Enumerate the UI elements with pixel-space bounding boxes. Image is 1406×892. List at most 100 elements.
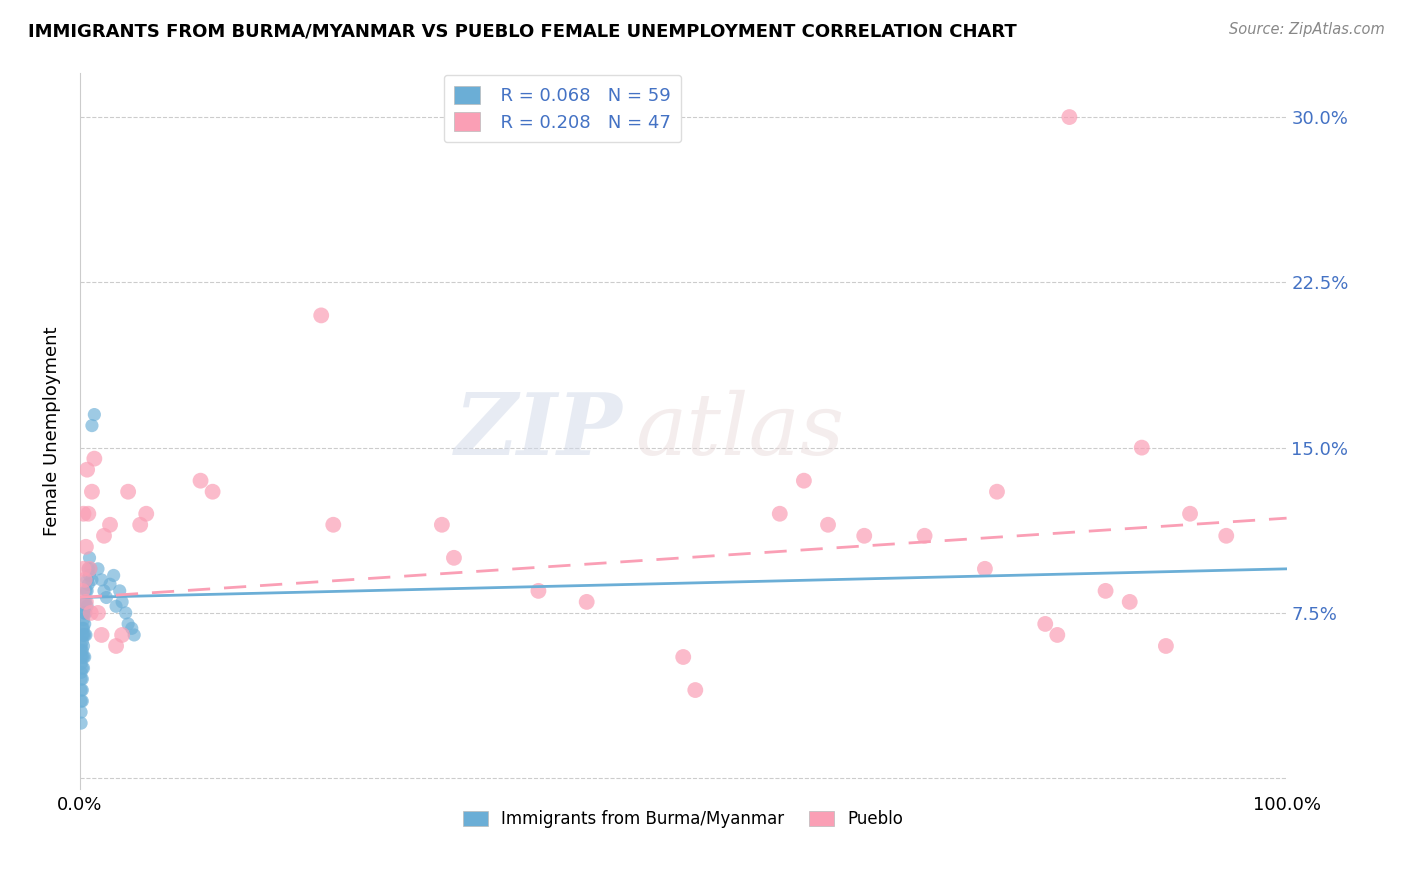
Point [105,639,128,653]
Point [1215,529,1237,543]
Point [914,529,936,543]
Point [70,657,93,671]
Point [72,613,94,627]
Point [685,683,707,698]
Point [72,621,94,635]
Point [72,661,94,675]
Point [76,573,98,587]
Text: ZIP: ZIP [456,389,623,473]
Point [75,606,97,620]
Point [793,474,815,488]
Point [83,451,105,466]
Text: atlas: atlas [636,390,844,473]
Point [70,705,93,719]
Point [70,650,93,665]
Point [1046,628,1069,642]
Point [72,606,94,620]
Point [75,540,97,554]
Point [72,694,94,708]
Point [76,599,98,614]
Point [443,550,465,565]
Point [769,507,792,521]
Point [986,484,1008,499]
Point [98,577,121,591]
Point [73,650,96,665]
Point [105,599,128,614]
Text: IMMIGRANTS FROM BURMA/MYANMAR VS PUEBLO FEMALE UNEMPLOYMENT CORRELATION CHART: IMMIGRANTS FROM BURMA/MYANMAR VS PUEBLO … [28,22,1017,40]
Point [73,628,96,642]
Point [70,716,93,731]
Point [80,484,103,499]
Point [70,694,93,708]
Point [72,650,94,665]
Point [121,621,143,635]
Point [1154,639,1177,653]
Point [135,507,157,521]
Point [79,550,101,565]
Point [72,683,94,698]
Point [72,643,94,657]
Point [1033,616,1056,631]
Point [77,577,100,591]
Legend: Immigrants from Burma/Myanmar, Pueblo: Immigrants from Burma/Myanmar, Pueblo [456,804,910,835]
Point [96,591,118,605]
Point [87,606,110,620]
Point [70,643,93,657]
Point [974,562,997,576]
Point [79,568,101,582]
Point [72,628,94,642]
Point [72,672,94,686]
Point [72,562,94,576]
Point [75,628,97,642]
Point [72,621,94,635]
Point [672,650,695,665]
Point [77,562,100,576]
Point [70,672,93,686]
Point [1130,441,1153,455]
Text: Source: ZipAtlas.com: Source: ZipAtlas.com [1229,22,1385,37]
Point [76,463,98,477]
Point [575,595,598,609]
Point [77,507,100,521]
Point [75,595,97,609]
Point [75,595,97,609]
Point [80,606,103,620]
Point [70,665,93,680]
Point [430,517,453,532]
Point [1118,595,1140,609]
Point [72,583,94,598]
Point [90,573,112,587]
Point [73,606,96,620]
Point [201,484,224,499]
Y-axis label: Female Unemployment: Female Unemployment [44,326,60,536]
Point [1059,110,1081,124]
Point [117,616,139,631]
Point [72,650,94,665]
Point [190,474,212,488]
Point [72,661,94,675]
Point [114,606,136,620]
Point [817,517,839,532]
Point [322,517,344,532]
Point [90,628,112,642]
Point [75,583,97,598]
Point [80,418,103,433]
Point [1178,507,1201,521]
Point [1094,583,1116,598]
Point [83,408,105,422]
Point [70,639,93,653]
Point [80,562,103,576]
Point [309,309,332,323]
Point [73,616,96,631]
Point [129,517,152,532]
Point [108,583,131,598]
Point [98,517,121,532]
Point [73,573,96,587]
Point [527,583,550,598]
Point [72,639,94,653]
Point [79,562,101,576]
Point [80,573,103,587]
Point [122,628,145,642]
Point [73,595,96,609]
Point [103,568,125,582]
